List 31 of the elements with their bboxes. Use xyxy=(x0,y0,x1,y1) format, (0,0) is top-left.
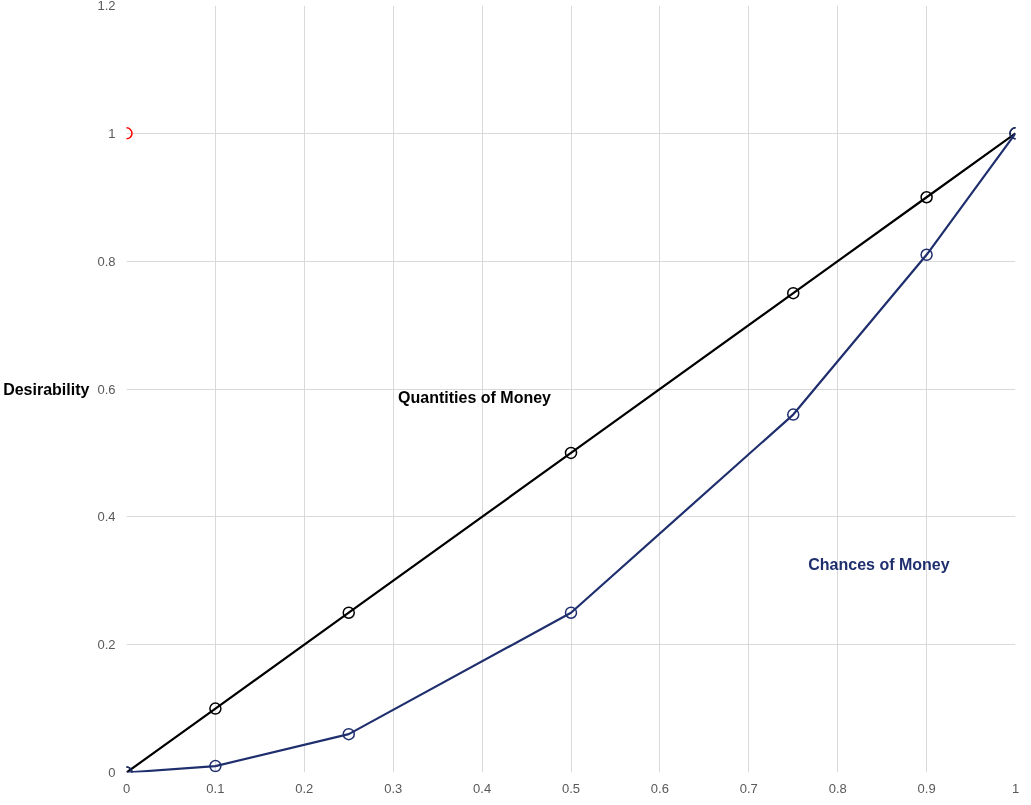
text: Chances of Money xyxy=(808,556,950,574)
point xyxy=(209,759,222,773)
y-tick-label: 1.2 xyxy=(97,0,116,13)
x-tick-label: 0.1 xyxy=(206,780,225,796)
y-axis-title: Desirability xyxy=(3,380,90,398)
x-tick-label: 1 xyxy=(1011,780,1020,796)
y-tick-label: 1 xyxy=(108,125,116,141)
point xyxy=(342,606,355,619)
y-tick-label: 0.2 xyxy=(97,637,116,653)
point xyxy=(342,727,355,741)
y-tick-label: 0.6 xyxy=(97,381,116,397)
x-tick-label: 0.2 xyxy=(295,780,314,796)
point xyxy=(920,248,933,262)
x-tick-label: 0.9 xyxy=(917,780,936,796)
point xyxy=(564,606,578,619)
text: Quantities of Money xyxy=(398,389,552,407)
point xyxy=(209,702,222,715)
y-tick-label: 0.8 xyxy=(97,253,116,269)
x-tick-label: 0 xyxy=(122,780,131,796)
point xyxy=(787,408,800,421)
point xyxy=(920,191,933,204)
y-tick-label: 0.4 xyxy=(97,509,116,525)
x-tick-label: 0.4 xyxy=(473,780,492,796)
x-tick-label: 0.3 xyxy=(384,780,403,796)
point xyxy=(564,446,578,460)
x-tick-label: 0.6 xyxy=(650,780,669,796)
x-tick-label: 0.8 xyxy=(828,780,847,796)
point xyxy=(787,286,800,300)
x-tick-label: 0.7 xyxy=(739,780,758,796)
y-tick-label: 0 xyxy=(108,765,116,780)
x-tick-label: 0.5 xyxy=(561,780,581,796)
